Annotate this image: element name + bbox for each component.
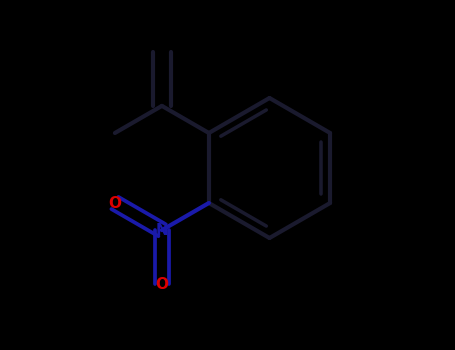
Text: O: O — [108, 196, 121, 210]
Text: O: O — [156, 277, 168, 292]
Text: N: N — [156, 223, 168, 238]
